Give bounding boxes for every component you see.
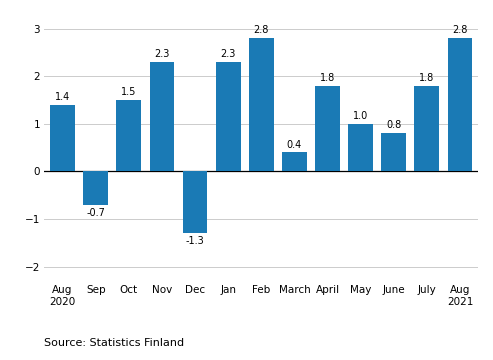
Text: 2.3: 2.3 — [220, 49, 236, 59]
Bar — [182, 171, 208, 233]
Bar — [116, 100, 141, 171]
Text: 2.8: 2.8 — [253, 25, 269, 35]
Text: 0.4: 0.4 — [287, 140, 302, 149]
Bar — [348, 124, 373, 171]
Bar — [50, 105, 75, 171]
Text: 2.3: 2.3 — [154, 49, 170, 59]
Text: 1.8: 1.8 — [320, 73, 335, 83]
Text: 1.4: 1.4 — [55, 92, 70, 102]
Bar — [415, 86, 439, 171]
Text: Source: Statistics Finland: Source: Statistics Finland — [44, 338, 184, 348]
Text: 1.5: 1.5 — [121, 87, 137, 97]
Bar — [448, 38, 472, 171]
Text: -0.7: -0.7 — [86, 207, 105, 217]
Bar — [382, 133, 406, 171]
Text: 0.8: 0.8 — [386, 121, 401, 130]
Bar — [149, 62, 175, 171]
Bar — [216, 62, 241, 171]
Text: 1.8: 1.8 — [419, 73, 434, 83]
Bar — [282, 152, 307, 171]
Text: 2.8: 2.8 — [452, 25, 468, 35]
Bar — [83, 171, 108, 205]
Bar — [249, 38, 274, 171]
Text: 1.0: 1.0 — [353, 111, 368, 121]
Bar — [315, 86, 340, 171]
Text: -1.3: -1.3 — [186, 236, 205, 246]
